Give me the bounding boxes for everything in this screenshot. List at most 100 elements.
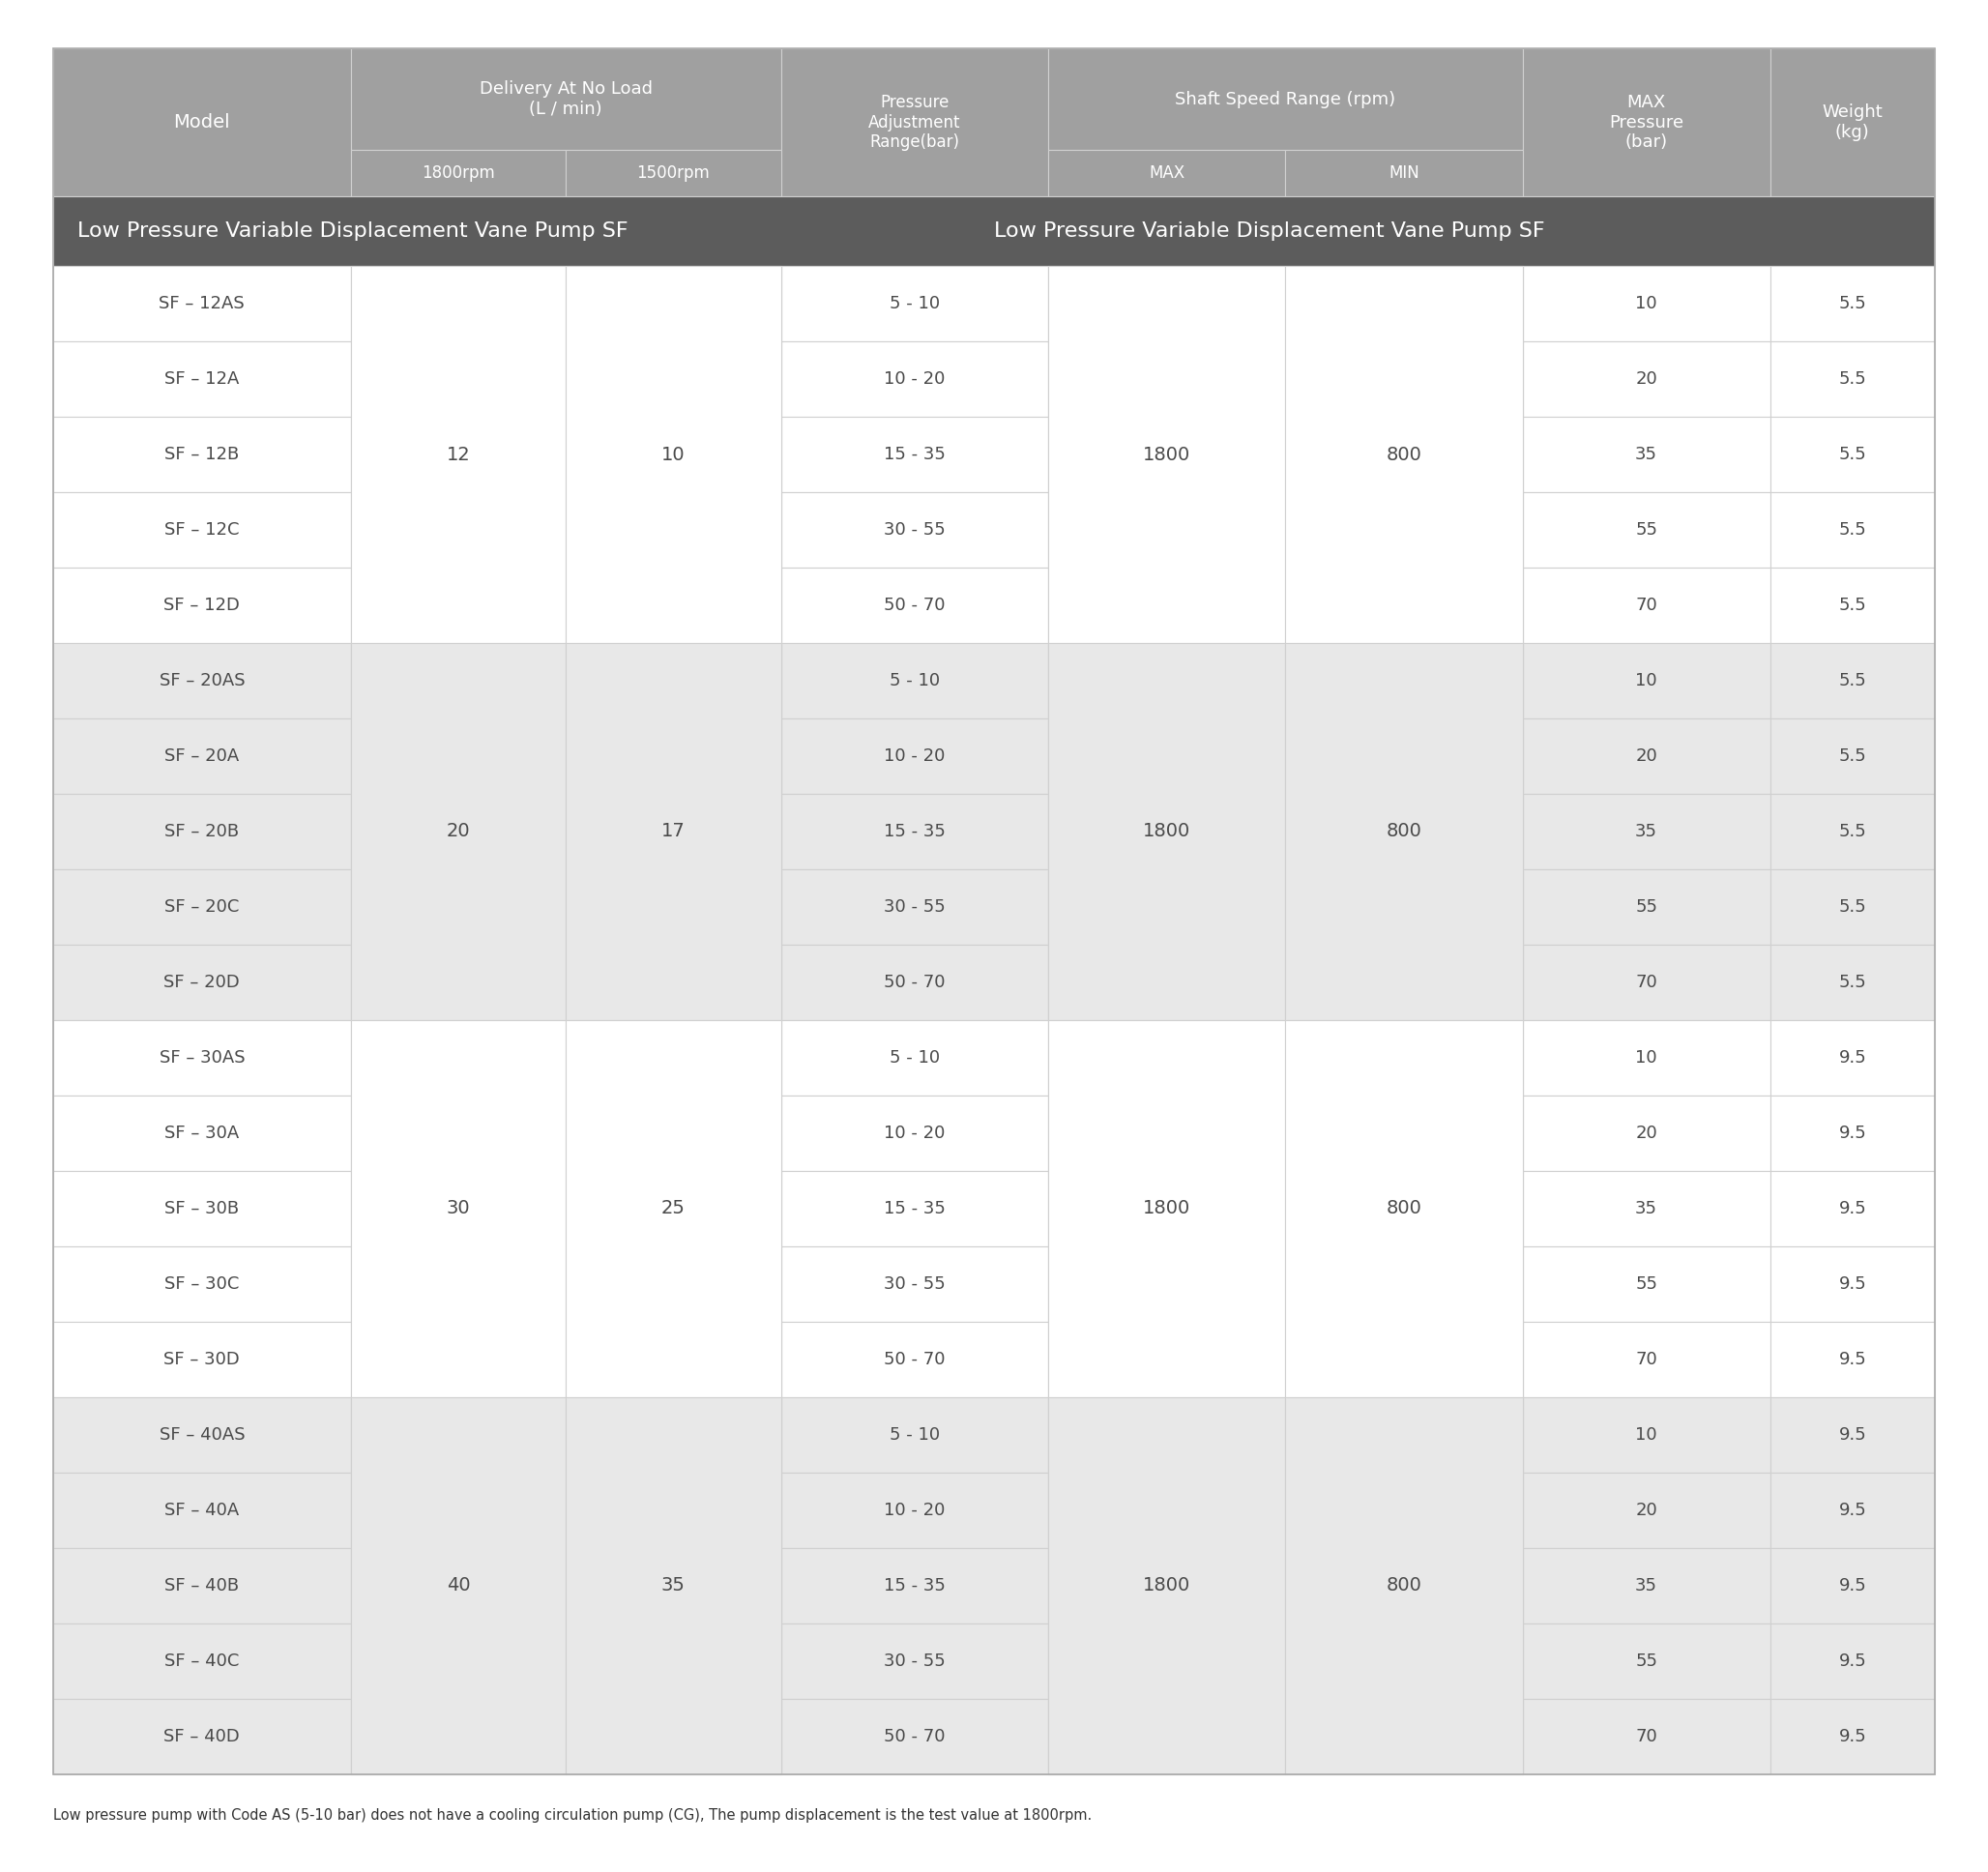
Bar (781, 49, 1048, 197)
Bar (1286, 1172, 1523, 1247)
Bar (567, 150, 781, 197)
Bar (350, 1247, 567, 1322)
Bar (781, 642, 1048, 719)
Bar (567, 1548, 781, 1623)
Text: 15 - 35: 15 - 35 (885, 1200, 946, 1217)
Bar (567, 719, 781, 794)
Bar (781, 417, 1048, 492)
Text: 10 - 20: 10 - 20 (885, 1125, 944, 1142)
Bar (1286, 567, 1523, 642)
Bar (54, 1172, 350, 1247)
Bar (350, 567, 567, 642)
Bar (54, 49, 350, 197)
Text: 55: 55 (1636, 1653, 1658, 1670)
Bar (1048, 266, 1286, 341)
Bar (350, 1397, 567, 1473)
Text: 20: 20 (1636, 1501, 1658, 1518)
Bar (781, 945, 1048, 1020)
Bar (350, 1095, 567, 1172)
Text: 9.5: 9.5 (1839, 1653, 1867, 1670)
Bar (567, 1020, 781, 1397)
Bar (1769, 1095, 1934, 1172)
Bar (54, 567, 350, 642)
Text: 30 - 55: 30 - 55 (885, 899, 946, 915)
Text: 55: 55 (1636, 899, 1658, 915)
Text: 5 - 10: 5 - 10 (889, 1048, 940, 1067)
Bar (1286, 642, 1523, 1020)
Text: Delivery At No Load
(L / min): Delivery At No Load (L / min) (479, 80, 652, 118)
Text: 30: 30 (447, 1200, 469, 1219)
Text: 55: 55 (1636, 520, 1658, 539)
Bar (350, 417, 567, 492)
Text: 5.5: 5.5 (1839, 747, 1867, 766)
Text: 9.5: 9.5 (1839, 1200, 1867, 1217)
Text: MAX
Pressure
(bar): MAX Pressure (bar) (1608, 94, 1684, 152)
Bar (1048, 1700, 1286, 1775)
Text: 9.5: 9.5 (1839, 1426, 1867, 1443)
Bar (350, 266, 567, 642)
Bar (1048, 1397, 1286, 1473)
Text: 35: 35 (1636, 446, 1658, 462)
Bar (54, 197, 1934, 266)
Bar (1286, 1700, 1523, 1775)
Text: SF – 20A: SF – 20A (165, 747, 239, 766)
Bar (567, 1095, 781, 1172)
Bar (1048, 1623, 1286, 1700)
Bar (1286, 1623, 1523, 1700)
Bar (1048, 1322, 1286, 1397)
Bar (350, 1172, 567, 1247)
Bar (1286, 1473, 1523, 1548)
Text: 800: 800 (1386, 822, 1421, 841)
Bar (1048, 567, 1286, 642)
Text: 50 - 70: 50 - 70 (885, 1728, 944, 1745)
Text: 10: 10 (1636, 296, 1658, 313)
Text: 35: 35 (1636, 1200, 1658, 1217)
Text: 5.5: 5.5 (1839, 899, 1867, 915)
Text: 800: 800 (1386, 1200, 1421, 1219)
Text: SF – 30AS: SF – 30AS (159, 1048, 245, 1067)
Bar (567, 642, 781, 1020)
Text: 30 - 55: 30 - 55 (885, 1275, 946, 1294)
Bar (1523, 1172, 1769, 1247)
Bar (567, 1397, 781, 1775)
Bar (1769, 1700, 1934, 1775)
Bar (1523, 1095, 1769, 1172)
Bar (1286, 794, 1523, 869)
Bar (54, 1397, 350, 1473)
Bar (350, 150, 567, 197)
Text: 15 - 35: 15 - 35 (885, 446, 946, 462)
Text: SF – 40D: SF – 40D (163, 1728, 241, 1745)
Bar (1286, 150, 1523, 197)
Bar (1286, 1322, 1523, 1397)
Bar (781, 1548, 1048, 1623)
Text: 35: 35 (1636, 824, 1658, 841)
Bar (350, 341, 567, 417)
Text: SF – 20C: SF – 20C (165, 899, 239, 915)
Bar (1286, 417, 1523, 492)
Bar (1523, 1020, 1769, 1095)
Bar (1769, 869, 1934, 945)
Text: SF – 12B: SF – 12B (165, 446, 239, 462)
Text: 10 - 20: 10 - 20 (885, 747, 944, 766)
Bar (1523, 1473, 1769, 1548)
Text: 70: 70 (1636, 1352, 1658, 1368)
Bar (781, 869, 1048, 945)
Bar (350, 1397, 567, 1775)
Text: 10: 10 (1636, 1048, 1658, 1067)
Bar (567, 567, 781, 642)
Text: 5.5: 5.5 (1839, 672, 1867, 689)
Bar (781, 1247, 1048, 1322)
Bar (1769, 49, 1934, 197)
Bar (54, 1623, 350, 1700)
Bar (567, 1473, 781, 1548)
Text: SF – 30A: SF – 30A (165, 1125, 239, 1142)
Bar (781, 567, 1048, 642)
Text: 1800: 1800 (1143, 446, 1191, 464)
Bar (54, 266, 350, 341)
Bar (567, 869, 781, 945)
Text: 25: 25 (662, 1200, 686, 1219)
Bar (567, 1623, 781, 1700)
Bar (781, 1172, 1048, 1247)
Text: Low pressure pump with Code AS (5-10 bar) does not have a cooling circulation pu: Low pressure pump with Code AS (5-10 bar… (54, 1808, 1091, 1823)
Bar (567, 266, 781, 341)
